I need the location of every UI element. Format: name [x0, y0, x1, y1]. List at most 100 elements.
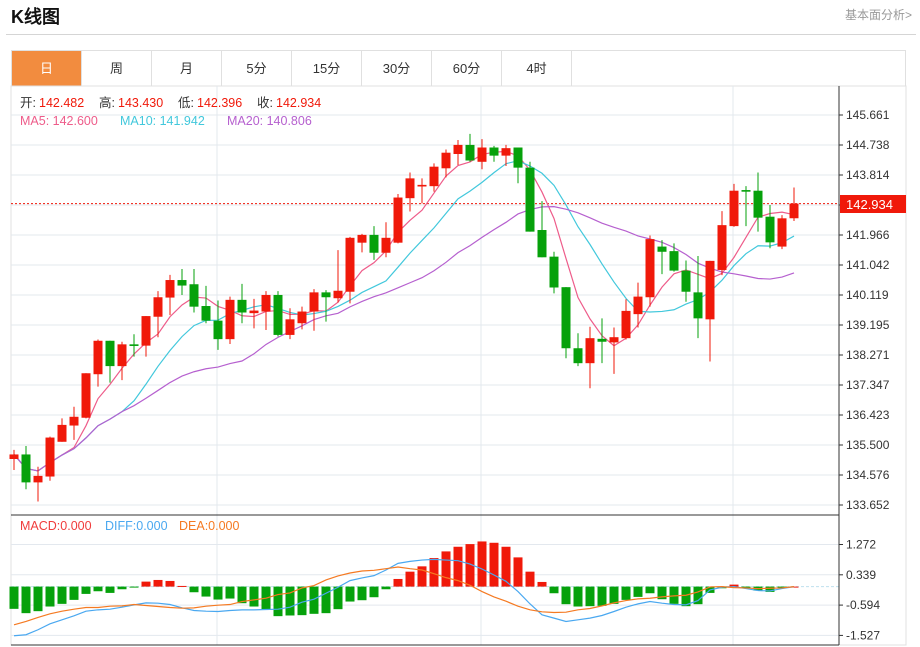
macd-bar [429, 558, 439, 587]
candle-up [645, 235, 655, 307]
macd-bar [213, 586, 223, 600]
macd-bar [297, 586, 307, 616]
legend-low-label: 低: [178, 96, 194, 110]
candle-up [153, 291, 163, 338]
y-axis: 145.661 144.738 143.814 141.966 141.042 140.1… [11, 86, 890, 646]
legend-close: 142.934 [276, 96, 321, 110]
macd-bar [249, 586, 259, 607]
page-title: K线图 [11, 7, 60, 27]
candle-down [129, 334, 139, 357]
macd-bar [357, 586, 367, 601]
y-tick-label: 141.966 [846, 228, 890, 242]
candle-body [129, 344, 139, 346]
tab-week[interactable]: 周 [82, 51, 152, 86]
ma10-line [13, 160, 795, 472]
y-tick-label: 145.661 [846, 108, 890, 122]
candle-body [237, 299, 247, 313]
tab-month[interactable]: 月 [152, 51, 222, 86]
candle-down [465, 133, 475, 162]
candle-down [273, 291, 283, 337]
y-tick-label: 136.423 [846, 408, 890, 422]
candle-down [693, 255, 703, 339]
last-price-label: 142.934 [846, 197, 893, 212]
candle-up [9, 449, 19, 471]
candle-down [105, 340, 115, 383]
tab-30min[interactable]: 30分 [362, 51, 432, 86]
candle-up [621, 299, 631, 340]
candle-up [717, 211, 727, 276]
candle-body [153, 297, 163, 317]
candle-down [489, 145, 499, 162]
tab-15min[interactable]: 15分 [292, 51, 362, 86]
macd-bar [177, 585, 187, 587]
macd-bar [129, 586, 139, 588]
macd-bar [561, 586, 571, 605]
moving-average-lines [13, 150, 795, 472]
candle-up [381, 222, 391, 258]
candle-body [273, 294, 283, 335]
tab-day[interactable]: 日 [12, 51, 82, 86]
diff-line [13, 558, 795, 637]
macd-bar [777, 586, 787, 588]
candle-up [165, 274, 175, 316]
candle-body [549, 256, 559, 288]
macd-bar [597, 586, 607, 606]
candle-up [501, 144, 511, 167]
candle-up [789, 187, 799, 222]
candle-up [405, 172, 415, 212]
tab-5min[interactable]: 5分 [222, 51, 292, 86]
legend-close-label: 收: [257, 96, 273, 110]
y-tick-label: 135.500 [846, 438, 890, 452]
legend-ma10: MA10: 141.942 [120, 114, 205, 128]
candle-body [297, 311, 307, 324]
candle-down [177, 268, 187, 295]
macd-bar [57, 586, 67, 604]
legend-open-label: 开: [20, 96, 36, 110]
candle-body [381, 237, 391, 253]
fundamental-analysis-link[interactable]: 基本面分析> [844, 8, 912, 22]
candle-up [609, 327, 619, 374]
candle-body [681, 270, 691, 292]
macd-bar [33, 586, 43, 612]
macd-bar [393, 578, 403, 587]
candle-body [165, 280, 175, 298]
macd-bar [333, 586, 343, 610]
candle-body [765, 216, 775, 243]
candle-body [117, 344, 127, 367]
candle-down [741, 186, 751, 227]
candle-up [261, 291, 271, 331]
y-tick-label: 137.347 [846, 378, 890, 392]
macd-y-tick-label: -0.594 [846, 598, 880, 612]
candle-up [633, 282, 643, 328]
candle-down [657, 240, 667, 275]
candle-up [141, 316, 151, 357]
macd-bar [369, 586, 379, 598]
candle-up [45, 436, 55, 481]
candle-down [189, 268, 199, 313]
macd-bar [117, 586, 127, 590]
candle-up [309, 289, 319, 331]
macd-bar [201, 586, 211, 597]
candle-body [693, 292, 703, 319]
candle-body [777, 218, 787, 247]
macd-bar [525, 571, 535, 587]
candle-body [501, 148, 511, 156]
macd-bar [477, 541, 487, 587]
macd-bar [381, 586, 391, 590]
candle-down [201, 285, 211, 324]
candle-body [789, 203, 799, 219]
candle-body [573, 348, 583, 364]
candle-body [729, 190, 739, 227]
y-tick-label: 140.119 [846, 288, 889, 302]
candle-body [225, 299, 235, 340]
tab-60min[interactable]: 60分 [432, 51, 502, 86]
candle-body [249, 310, 259, 314]
candle-body [189, 284, 199, 307]
macd-y-tick-label: 1.272 [846, 538, 876, 552]
macd-bar [273, 586, 283, 617]
tab-4h[interactable]: 4时 [502, 51, 572, 86]
candle-down [369, 226, 379, 260]
candle-body [465, 144, 475, 161]
